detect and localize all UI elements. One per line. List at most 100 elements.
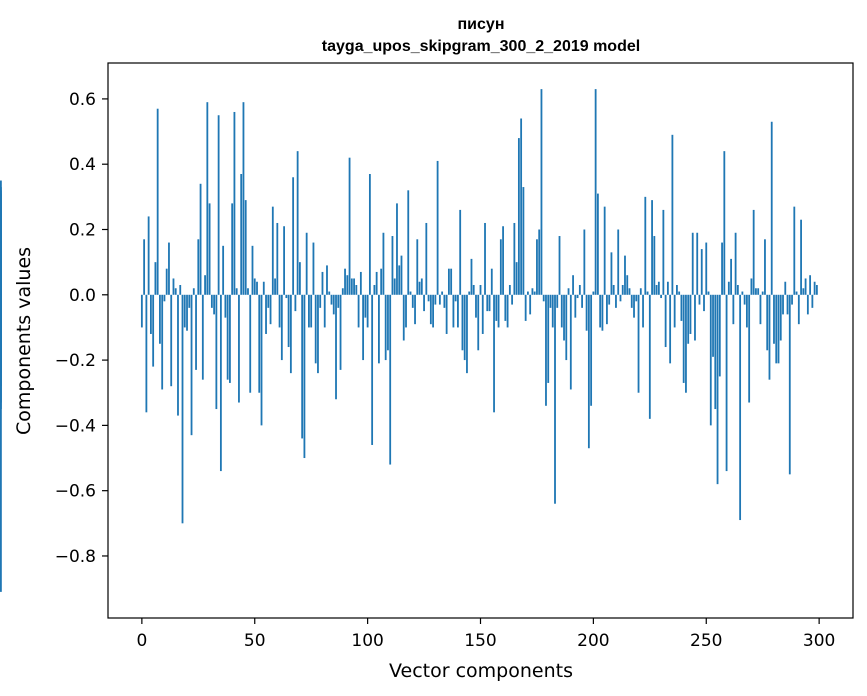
bar bbox=[441, 291, 444, 295]
bar bbox=[633, 294, 635, 318]
bar bbox=[208, 203, 211, 295]
bar bbox=[797, 294, 800, 325]
bar bbox=[188, 294, 191, 308]
bar bbox=[344, 268, 346, 295]
y-tick-label: 0.4 bbox=[69, 155, 96, 175]
bar bbox=[201, 294, 204, 380]
bar bbox=[671, 134, 674, 295]
bar bbox=[606, 294, 608, 325]
bar bbox=[696, 232, 699, 295]
bar bbox=[429, 294, 432, 325]
bar bbox=[452, 294, 455, 328]
bar bbox=[423, 294, 425, 312]
bar bbox=[578, 285, 581, 295]
bar bbox=[624, 255, 626, 295]
chart-subtitle: tayga_upos_skipgram_300_2_2019 model bbox=[322, 38, 640, 55]
bar bbox=[727, 281, 730, 295]
bar bbox=[608, 294, 611, 305]
bar bbox=[596, 193, 599, 295]
bar bbox=[152, 294, 155, 367]
bar bbox=[463, 294, 466, 361]
bar bbox=[680, 294, 683, 321]
bar bbox=[745, 294, 748, 328]
bar bbox=[567, 288, 570, 295]
bar bbox=[700, 249, 703, 295]
bar bbox=[425, 222, 428, 295]
bar bbox=[657, 281, 660, 295]
bar bbox=[262, 281, 265, 295]
plot-frame bbox=[107, 62, 854, 619]
bar bbox=[312, 242, 315, 295]
bar bbox=[536, 239, 538, 295]
bar bbox=[761, 291, 764, 295]
bar bbox=[278, 294, 281, 328]
bar bbox=[213, 294, 216, 315]
bar bbox=[556, 294, 559, 308]
bar bbox=[626, 275, 629, 295]
bar bbox=[177, 294, 179, 416]
bar bbox=[210, 294, 213, 308]
bar bbox=[396, 203, 398, 295]
bar bbox=[468, 291, 471, 295]
bar bbox=[269, 294, 272, 325]
bar bbox=[617, 229, 620, 295]
bar bbox=[547, 294, 550, 383]
bar bbox=[524, 294, 527, 321]
bar bbox=[341, 288, 344, 295]
bar bbox=[813, 281, 816, 295]
bar bbox=[673, 294, 676, 328]
bar bbox=[301, 294, 304, 439]
bar bbox=[764, 239, 766, 295]
bar bbox=[603, 206, 606, 295]
bar bbox=[639, 288, 642, 295]
bar bbox=[569, 294, 572, 390]
bar bbox=[253, 278, 256, 295]
bar bbox=[750, 278, 753, 295]
bar bbox=[766, 294, 769, 351]
bar bbox=[721, 242, 723, 295]
bar bbox=[183, 294, 186, 328]
bar bbox=[499, 239, 502, 295]
bar bbox=[804, 278, 807, 295]
bar bbox=[149, 294, 152, 334]
bar bbox=[414, 294, 416, 325]
bar bbox=[502, 226, 504, 295]
bar bbox=[398, 265, 401, 295]
bar bbox=[800, 219, 802, 295]
bar bbox=[662, 209, 665, 295]
bar bbox=[612, 285, 615, 295]
bar bbox=[407, 190, 410, 295]
bar bbox=[743, 294, 746, 305]
bar bbox=[420, 278, 423, 295]
bar bbox=[784, 281, 787, 295]
bar bbox=[362, 294, 365, 361]
bar bbox=[538, 229, 541, 295]
bar bbox=[434, 294, 437, 305]
bar bbox=[488, 294, 491, 312]
bar bbox=[576, 294, 579, 299]
bar bbox=[770, 121, 773, 295]
x-tick-label: 150 bbox=[464, 631, 496, 651]
bar bbox=[694, 294, 696, 341]
bar bbox=[481, 294, 484, 334]
bar bbox=[506, 294, 509, 328]
y-axis-label: Components values bbox=[13, 247, 35, 435]
bar bbox=[154, 262, 157, 295]
bar bbox=[438, 294, 441, 305]
bar bbox=[545, 294, 547, 406]
bar bbox=[168, 242, 170, 295]
bar bbox=[186, 294, 188, 331]
bar bbox=[233, 111, 236, 295]
bar bbox=[472, 285, 475, 295]
bar bbox=[159, 294, 161, 344]
bar bbox=[628, 288, 631, 295]
bar bbox=[630, 294, 633, 308]
bar bbox=[714, 294, 717, 410]
bar bbox=[811, 294, 814, 308]
bar bbox=[775, 294, 778, 364]
bar bbox=[400, 255, 403, 295]
bar bbox=[219, 294, 222, 472]
bar bbox=[308, 294, 310, 328]
bar bbox=[648, 294, 651, 419]
